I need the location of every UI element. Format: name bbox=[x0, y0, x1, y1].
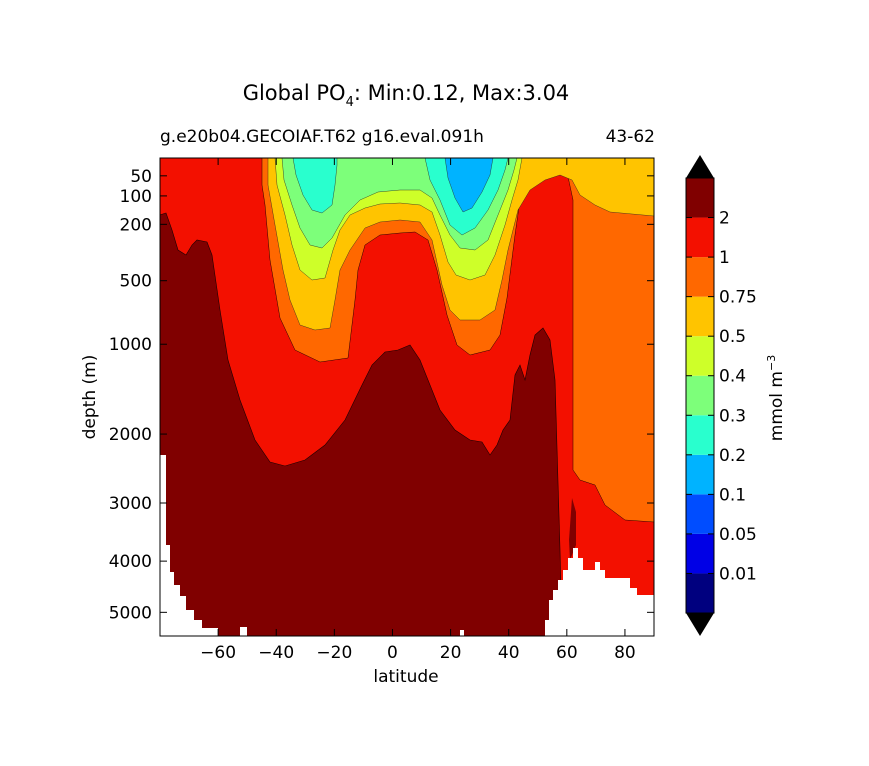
y-tick-label: 2000 bbox=[109, 425, 152, 445]
colorbar-tick-label: 0.1 bbox=[719, 485, 746, 505]
title-prefix: Global PO bbox=[243, 81, 346, 105]
colorbar-segment bbox=[686, 415, 714, 455]
colorbar-tick-label: 0.75 bbox=[719, 288, 757, 308]
colorbar-label: mmol m−3 bbox=[765, 355, 787, 441]
y-tick-label: 5000 bbox=[109, 603, 152, 623]
y-tick-label: 1000 bbox=[109, 335, 152, 355]
x-tick-label: 0 bbox=[387, 643, 398, 663]
seafloor-notch-1 bbox=[240, 627, 247, 636]
y-tick-label: 200 bbox=[120, 215, 152, 235]
colorbar-frame bbox=[685, 177, 715, 614]
x-tick-label: 60 bbox=[556, 643, 578, 663]
colorbar-tick-label: 0.01 bbox=[719, 564, 757, 584]
x-tick-label: −20 bbox=[316, 643, 352, 663]
colorbar-tick-label: 0.3 bbox=[719, 406, 746, 426]
subtitle-left: g.e20b04.GECOIAF.T62 g16.eval.091h bbox=[160, 127, 484, 147]
title-subscript: 4 bbox=[346, 95, 354, 110]
colorbar-tick-label: 0.2 bbox=[719, 446, 746, 466]
colorbar-segment bbox=[686, 454, 714, 495]
x-tick-label: 40 bbox=[498, 643, 520, 663]
plot-frame bbox=[159, 157, 655, 637]
y-axis-label: depth (m) bbox=[80, 355, 100, 440]
seafloor-left bbox=[160, 455, 218, 636]
colorbar-segment bbox=[686, 257, 714, 297]
contour-band-0.1 bbox=[444, 158, 494, 213]
colorbar-extend-max bbox=[686, 155, 714, 178]
y-tick-label: 500 bbox=[120, 272, 152, 292]
colorbar-label-exp: −3 bbox=[765, 355, 778, 371]
colorbar-tick-label: 1 bbox=[719, 248, 730, 268]
contour-band-2-sliver bbox=[569, 498, 576, 560]
colorbar-tick-label: 0.05 bbox=[719, 525, 757, 545]
seafloor-right bbox=[545, 548, 654, 636]
colorbar-tick-label: 0.5 bbox=[719, 327, 746, 347]
colorbar-segment bbox=[686, 494, 714, 534]
colorbar bbox=[685, 155, 715, 636]
plot-area bbox=[160, 158, 654, 636]
colorbar-segment bbox=[686, 573, 714, 613]
colorbar-segment bbox=[686, 296, 714, 337]
seafloor-notch-2 bbox=[460, 630, 464, 636]
colorbar-label-base: mmol m bbox=[767, 371, 787, 441]
contour-band-2 bbox=[160, 212, 563, 636]
x-tick-label: −40 bbox=[258, 643, 294, 663]
colorbar-segment bbox=[686, 375, 714, 416]
y-tick-label: 50 bbox=[130, 167, 152, 187]
x-tick-label: 20 bbox=[440, 643, 462, 663]
colorbar-segment bbox=[686, 217, 714, 258]
y-tick-label: 3000 bbox=[109, 494, 152, 514]
colorbar-extend-min bbox=[686, 613, 714, 636]
subtitle-right: 43-62 bbox=[606, 127, 655, 147]
x-axis: −60 −40 −20 0 20 40 60 80 bbox=[200, 158, 636, 663]
y-tick-label: 4000 bbox=[109, 552, 152, 572]
colorbar-tick-label: 2 bbox=[719, 209, 730, 229]
colorbar-tick-label: 0.4 bbox=[719, 367, 746, 387]
x-axis-label: latitude bbox=[373, 667, 438, 687]
colorbar-segment bbox=[686, 336, 714, 376]
chart-title: Global PO4: Min:0.12, Max:3.04 bbox=[243, 81, 570, 110]
x-tick-label: 80 bbox=[614, 643, 636, 663]
colorbar-ticks: 0.01 0.05 0.1 0.2 0.3 0.4 0.5 0.75 1 2 bbox=[686, 209, 757, 584]
y-tick-label: 100 bbox=[120, 187, 152, 207]
x-tick-label: −60 bbox=[200, 643, 236, 663]
colorbar-segment bbox=[686, 533, 714, 574]
contour-band-0.2-left bbox=[292, 158, 338, 214]
colorbar-segment bbox=[686, 178, 714, 218]
title-suffix: : Min:0.12, Max:3.04 bbox=[354, 81, 569, 105]
